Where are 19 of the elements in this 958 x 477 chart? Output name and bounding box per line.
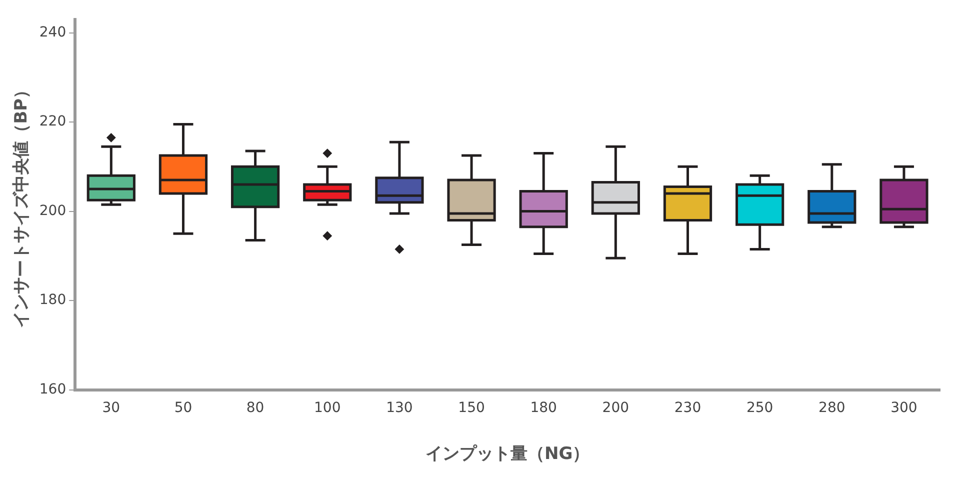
x-tick-label: 50 [174,400,192,416]
x-tick-label: 30 [102,400,120,416]
x-axis-title: インプット量（NG） [425,444,590,464]
y-tick-label: 160 [39,381,66,398]
y-axis-title: インサートサイズ中央値（BP） [12,81,32,328]
x-tick-label: 250 [746,400,774,416]
x-tick-label: 100 [314,400,341,416]
x-tick-label: 230 [674,400,702,416]
x-tick-label: 130 [386,400,413,416]
x-tick-label: 300 [890,400,918,416]
y-tick-label: 240 [39,24,66,40]
x-tick-label: 200 [602,400,630,416]
x-tick-label: 150 [458,400,485,416]
y-tick-label: 220 [39,114,66,130]
x-tick-label: 280 [818,400,846,416]
y-tick-label: 200 [39,202,66,219]
x-tick-label: 180 [530,400,557,416]
x-tick-label: 80 [246,400,264,416]
y-tick-label: 180 [39,292,66,308]
